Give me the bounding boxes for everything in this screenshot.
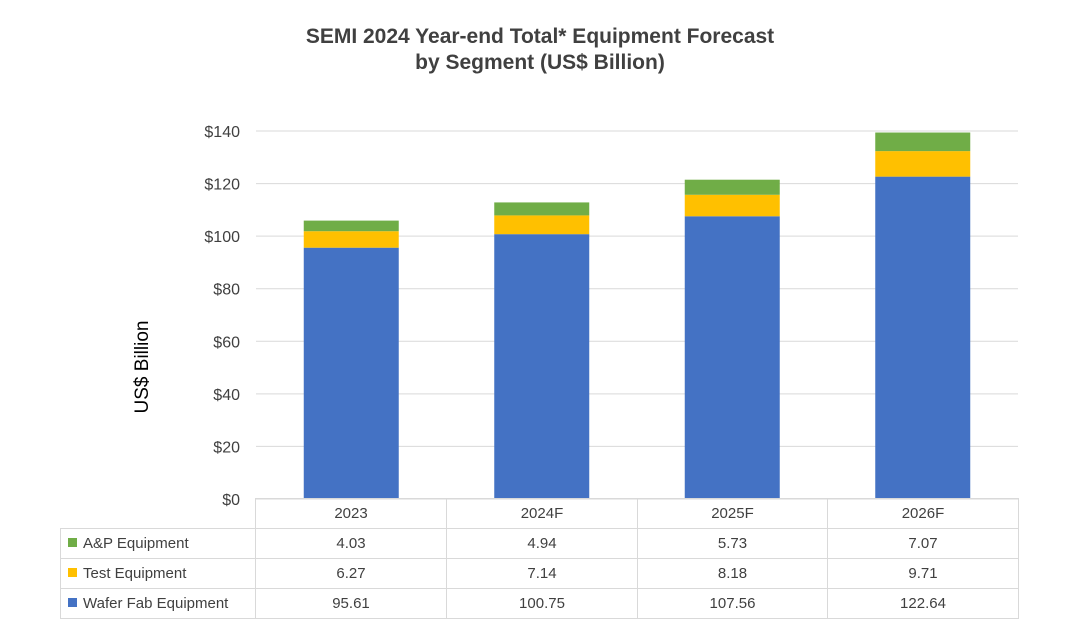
category-label: 2024F (446, 498, 638, 529)
value-cell: 7.14 (446, 558, 638, 589)
y-tick-label: $60 (213, 334, 240, 351)
value-cell: 7.07 (827, 528, 1019, 559)
value-cell: 5.73 (637, 528, 828, 559)
bar-segment (684, 179, 780, 195)
legend-label: A&P Equipment (83, 535, 189, 552)
bar-segment (303, 220, 399, 232)
y-tick-label: $40 (213, 387, 240, 404)
category-label: 2026F (827, 498, 1019, 529)
data-table-row: Test Equipment 6.27 7.14 8.18 9.71 (60, 558, 1019, 589)
bar-segment (494, 234, 590, 499)
bar-segment (875, 151, 971, 177)
legend-label: Test Equipment (83, 565, 187, 582)
bar-segment (303, 247, 399, 499)
category-label: 2023 (255, 498, 447, 529)
y-tick-label: $120 (204, 177, 240, 194)
y-tick-label: $80 (213, 282, 240, 299)
bar-segment (684, 216, 780, 499)
value-cell: 107.56 (637, 588, 828, 619)
value-cell: 8.18 (637, 558, 828, 589)
value-cell: 9.71 (827, 558, 1019, 589)
legend-entry: Test Equipment (60, 558, 256, 589)
y-tick-label: $20 (213, 439, 240, 456)
data-table-corner (60, 498, 256, 529)
bar-segment (494, 215, 590, 235)
value-cell: 122.64 (827, 588, 1019, 619)
chart-title-line-1: SEMI 2024 Year-end Total* Equipment Fore… (305, 25, 775, 48)
category-label: 2025F (637, 498, 828, 529)
data-table: 2023 2024F 2025F 2026F A&P Equipment 4.0… (60, 498, 1019, 619)
data-table-row: Wafer Fab Equipment 95.61 100.75 107.56 … (60, 588, 1019, 619)
chart-title-line-2: by Segment (US$ Billion) (415, 51, 665, 74)
legend-swatch (68, 598, 77, 607)
bar-segment (875, 176, 971, 499)
value-cell: 6.27 (255, 558, 447, 589)
legend-swatch (68, 568, 77, 577)
bar-segment (494, 202, 590, 216)
data-table-row: A&P Equipment 4.03 4.94 5.73 7.07 (60, 528, 1019, 559)
bar-segment (303, 231, 399, 248)
y-tick-label: $100 (204, 229, 240, 246)
bar-segment (875, 132, 971, 152)
value-cell: 95.61 (255, 588, 447, 619)
y-axis-label: US$ Billion (132, 320, 153, 414)
legend-swatch (68, 538, 77, 547)
data-table-header-row: 2023 2024F 2025F 2026F (60, 498, 1019, 529)
value-cell: 4.94 (446, 528, 638, 559)
bar-segment (684, 194, 780, 217)
value-cell: 100.75 (446, 588, 638, 619)
y-tick-label: $140 (204, 124, 240, 141)
legend-entry: A&P Equipment (60, 528, 256, 559)
value-cell: 4.03 (255, 528, 447, 559)
legend-label: Wafer Fab Equipment (83, 595, 229, 612)
chart-title: SEMI 2024 Year-end Total* Equipment Fore… (0, 24, 1080, 76)
legend-entry: Wafer Fab Equipment (60, 588, 256, 619)
